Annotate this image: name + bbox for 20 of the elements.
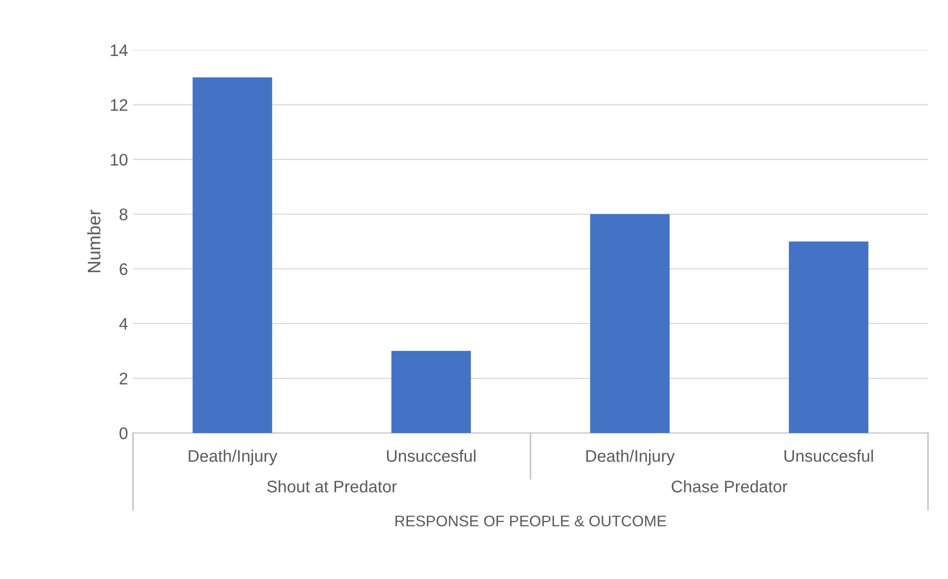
bar <box>192 77 272 433</box>
bar <box>391 350 471 433</box>
y-tick-label: 14 <box>110 44 128 56</box>
x-tick-label: Death/Injury <box>586 450 675 466</box>
bar <box>788 242 868 433</box>
y-tick-label: 4 <box>119 318 128 330</box>
y-tick-label: 2 <box>120 372 128 384</box>
x-tick-label: Death/Injury <box>188 450 278 466</box>
y-tick-label: 0 <box>120 427 128 440</box>
y-tick-label: 8 <box>120 208 128 220</box>
y-tick-label: 12 <box>110 99 128 111</box>
text: Chase Predator <box>672 480 788 492</box>
x-axis-title: RESPONSE OF PEOPLE & OUTCOME <box>396 516 666 526</box>
y-tick-label: 10 <box>110 154 128 166</box>
y-axis-title: Number <box>87 210 100 272</box>
text: Shout at Predator <box>267 480 397 492</box>
y-tick-label: 6 <box>120 263 128 276</box>
bar <box>590 214 670 433</box>
x-tick-label: Unsuccesful <box>387 450 476 462</box>
x-tick-label: Unsuccesful <box>784 450 873 462</box>
